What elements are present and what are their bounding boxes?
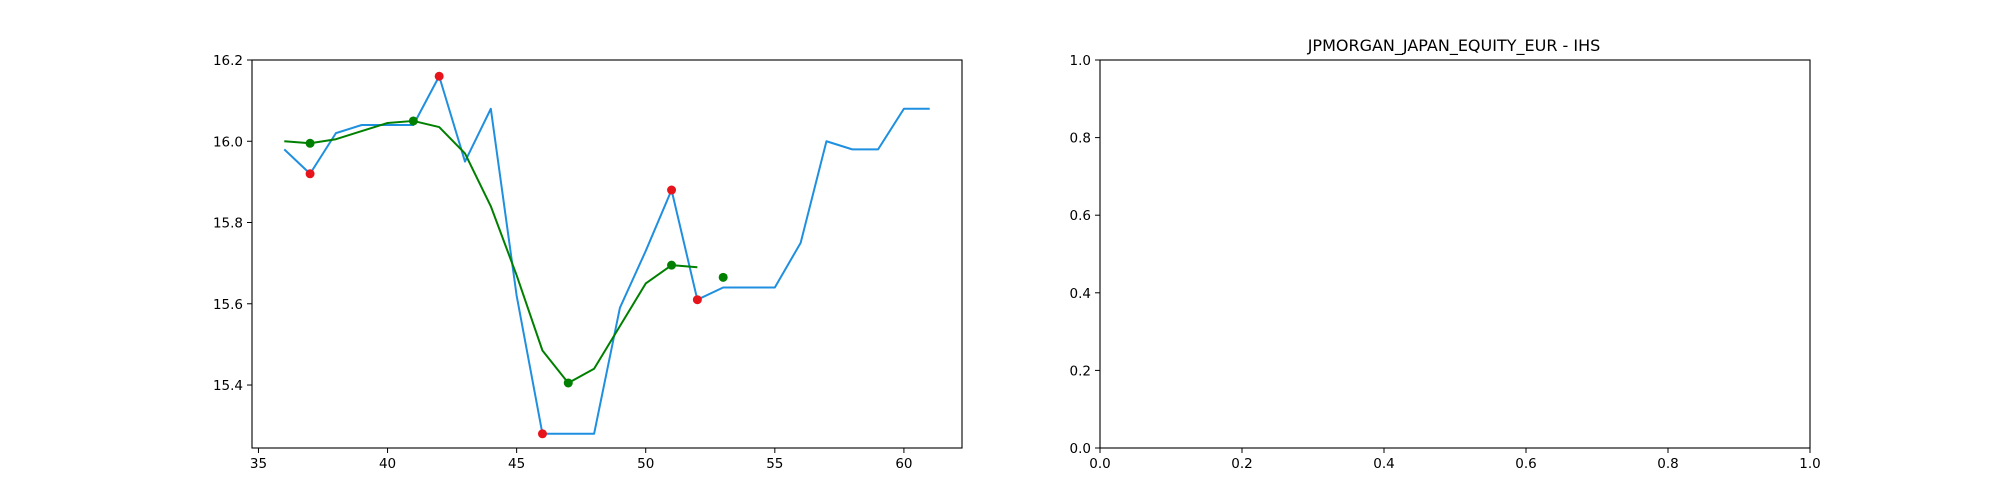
x-tick-label: 0.4 xyxy=(1373,456,1394,472)
scatter-point xyxy=(667,185,677,195)
x-tick-label: 0.6 xyxy=(1515,456,1536,472)
right-chart: JPMORGAN_JAPAN_EQUITY_EUR - IHS 0.0 0.2 0.… xyxy=(1070,36,1821,472)
scatter-point xyxy=(667,260,677,270)
axes-frame xyxy=(1099,59,1811,449)
left-plot-content xyxy=(283,71,930,439)
scatter-point xyxy=(718,272,728,282)
x-tick-label: 0.2 xyxy=(1231,456,1252,472)
x-tick-label: 45 xyxy=(508,456,525,472)
scatter-point xyxy=(434,71,444,81)
scatter-point xyxy=(692,295,702,305)
x-tick-label: 1.0 xyxy=(1799,456,1820,472)
y-tick-label: 0.0 xyxy=(1070,441,1091,457)
y-tick-label: 15.8 xyxy=(213,216,243,232)
scatter-point xyxy=(305,169,315,179)
series-line-0 xyxy=(283,75,930,435)
y-tick-label: 0.4 xyxy=(1070,286,1091,302)
scatter-point xyxy=(408,116,418,126)
y-tick-label: 1.0 xyxy=(1070,53,1091,69)
y-tick-label: 15.4 xyxy=(213,378,243,394)
x-tick-label: 40 xyxy=(379,456,396,472)
x-tick-label: 0.0 xyxy=(1089,456,1110,472)
scatter-point xyxy=(537,429,547,439)
y-tick-label: 15.6 xyxy=(213,297,243,313)
x-tick-label: 55 xyxy=(766,456,783,472)
x-tick-label: 60 xyxy=(895,456,912,472)
x-tick-label: 0.8 xyxy=(1657,456,1678,472)
left-plot-axes: 35 40 45 50 55 60 15.4 15.6 15.8 16.0 16.2 xyxy=(213,53,963,472)
scatter-point xyxy=(563,378,573,388)
axes-frame xyxy=(251,59,963,449)
x-tick-label: 35 xyxy=(250,456,267,472)
y-tick-label: 0.2 xyxy=(1070,363,1091,379)
y-tick-label: 16.0 xyxy=(213,134,243,150)
series-line-1 xyxy=(284,119,698,384)
right-plot-axes: 0.0 0.2 0.4 0.6 0.8 1.0 0.0 0.2 0.4 0.6 0.8 1.0 xyxy=(1070,53,1821,472)
right-chart-title: JPMORGAN_JAPAN_EQUITY_EUR - IHS xyxy=(1307,36,1601,56)
scatter-point xyxy=(305,138,315,148)
left-chart: 35 40 45 50 55 60 15.4 15.6 15.8 16.0 16.2 xyxy=(213,53,963,472)
x-tick-label: 50 xyxy=(637,456,654,472)
y-tick-label: 16.2 xyxy=(213,53,243,69)
y-tick-label: 0.6 xyxy=(1070,208,1091,224)
y-tick-label: 0.8 xyxy=(1070,131,1091,147)
